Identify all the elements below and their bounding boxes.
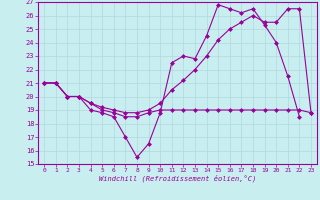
X-axis label: Windchill (Refroidissement éolien,°C): Windchill (Refroidissement éolien,°C) xyxy=(99,175,256,182)
